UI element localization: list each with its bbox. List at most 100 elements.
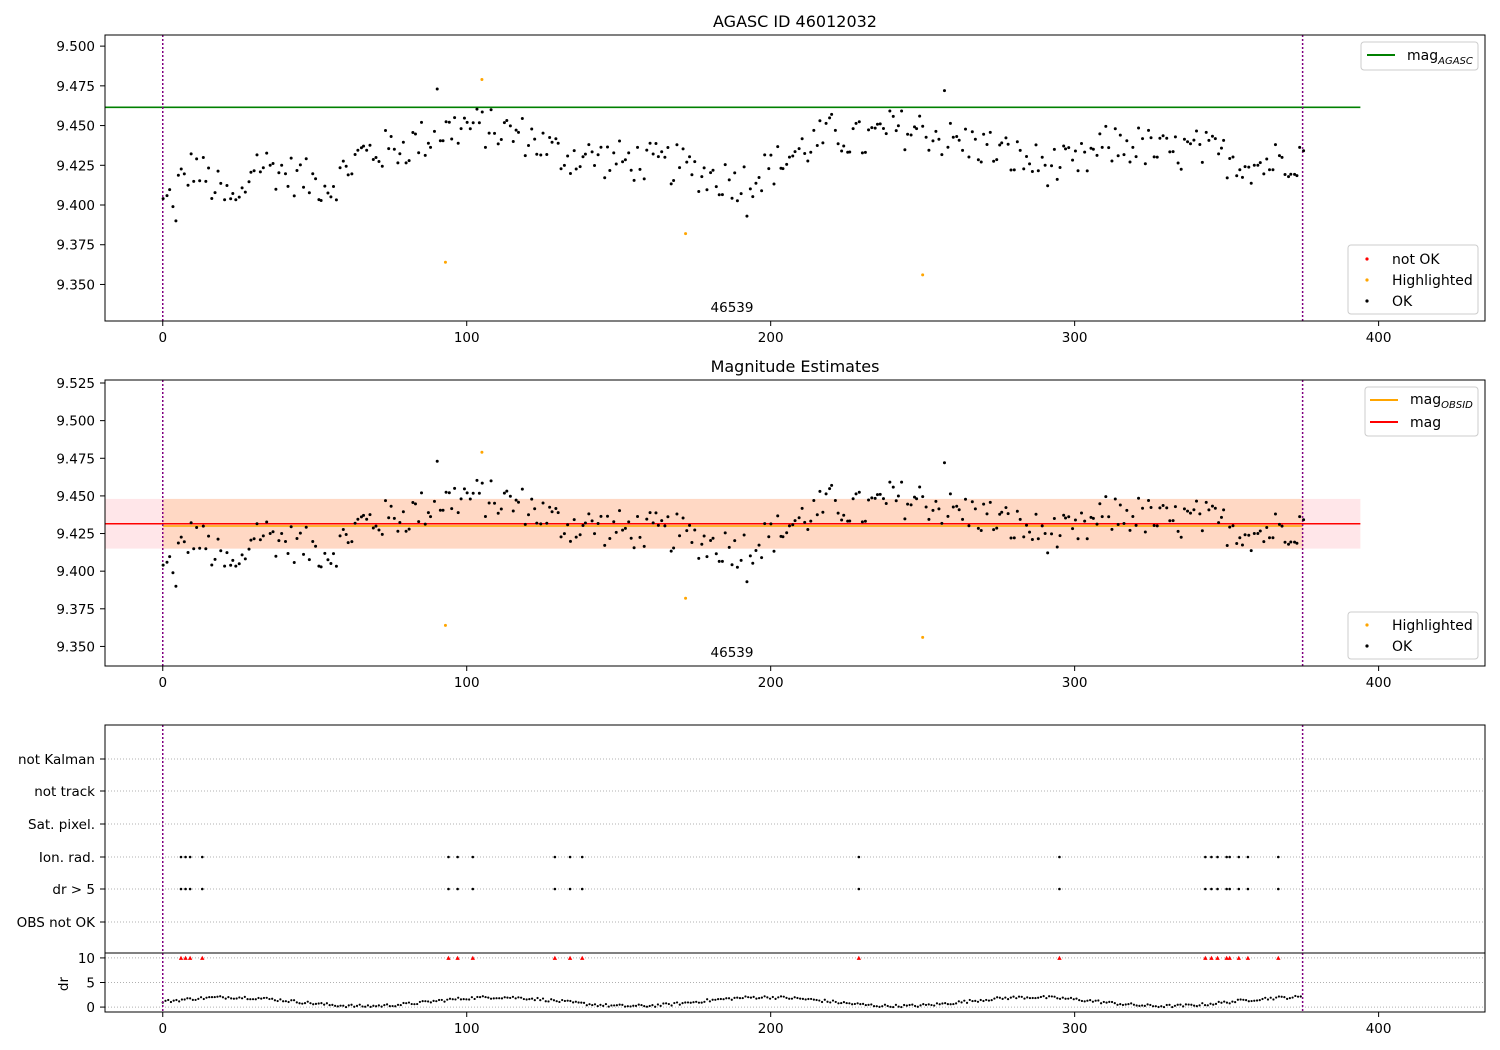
ok-point [717, 559, 721, 563]
flag-point [1277, 887, 1280, 891]
ok-point [809, 150, 813, 154]
ok-point [1085, 537, 1089, 541]
flag-point [184, 855, 187, 859]
dr-point [172, 999, 175, 1002]
dr-point [1179, 1003, 1182, 1006]
dr-point [235, 997, 238, 1000]
ok-point [992, 159, 996, 163]
ok-point [1100, 515, 1104, 519]
dr-point [725, 997, 728, 1000]
ok-point [693, 160, 697, 164]
ok-point [1289, 540, 1293, 544]
flag-point [1246, 855, 1250, 859]
dr-point [563, 999, 566, 1003]
ok-point [548, 136, 552, 140]
ok-point [1079, 511, 1083, 515]
ok-point [1116, 522, 1120, 526]
ok-point [471, 491, 475, 495]
ok-point [475, 478, 479, 482]
dr-point [492, 997, 495, 1000]
ok-point [295, 168, 299, 172]
ok-point [346, 541, 350, 545]
dr-point [1099, 1002, 1103, 1005]
ok-point [350, 172, 354, 176]
ok-point [818, 489, 822, 493]
ok-point [468, 497, 472, 501]
ok-point [1098, 502, 1102, 506]
ok-point [359, 515, 363, 519]
ok-point [654, 141, 658, 145]
ok-point [186, 550, 190, 554]
dr-point [254, 998, 257, 1001]
ok-point [800, 137, 804, 141]
x-tick-label: 300 [1062, 330, 1088, 346]
dr-point [648, 1004, 651, 1008]
dr-point [793, 996, 796, 999]
ok-point [520, 116, 524, 120]
dr-point [875, 1005, 878, 1008]
flag-point [188, 855, 192, 859]
ok-point [985, 512, 989, 516]
ok-point [192, 179, 196, 183]
ok-point [338, 534, 342, 538]
ok-point [1173, 135, 1177, 139]
y-tick-label: 9.450 [56, 119, 95, 135]
ok-point [311, 540, 315, 544]
ok-point [444, 490, 448, 494]
ok-point [608, 169, 612, 173]
ok-point [748, 554, 752, 558]
dr-point [615, 1004, 618, 1007]
ok-point [973, 137, 977, 141]
dr-point [1050, 995, 1053, 998]
dr-point [837, 1002, 840, 1005]
dr-point [1034, 996, 1037, 1000]
dr-point [189, 997, 192, 1000]
dr-point [883, 1003, 887, 1006]
ok-point [514, 128, 518, 132]
ok-point [554, 506, 558, 510]
dr-point [831, 999, 835, 1002]
ok-point [951, 135, 955, 139]
ok-point [223, 198, 227, 202]
dr-exceed-marker [1224, 955, 1229, 960]
ok-point [894, 129, 898, 133]
ok-point [334, 198, 338, 202]
ok-point [240, 186, 244, 190]
ok-point [884, 502, 888, 506]
dr-point [933, 1004, 936, 1007]
ok-point [924, 135, 928, 139]
ok-point [793, 150, 797, 154]
dr-point [561, 998, 564, 1002]
flag-row-label: not Kalman [18, 752, 95, 768]
dr-point [1149, 1003, 1152, 1007]
ok-point [1085, 169, 1089, 173]
ok-point [1198, 143, 1202, 147]
ok-point [302, 185, 306, 189]
ok-point [1194, 129, 1198, 133]
dr-point [591, 1003, 594, 1007]
ok-point [757, 176, 761, 180]
dr-point [878, 1005, 881, 1008]
dr-point [298, 1002, 301, 1005]
flag-point [184, 887, 187, 891]
ok-point [1204, 130, 1208, 134]
dr-point [651, 1004, 654, 1007]
ok-point [389, 504, 393, 508]
ok-point [496, 142, 500, 146]
ok-point [1000, 510, 1004, 514]
ok-point [1095, 522, 1099, 526]
ok-point [1052, 517, 1056, 521]
ok-point [1217, 521, 1221, 525]
ok-point [681, 516, 685, 520]
ok-point [621, 528, 625, 532]
ok-point [1131, 145, 1135, 149]
x-tick-label: 0 [158, 1021, 167, 1037]
ok-point [1256, 163, 1260, 167]
ok-point [918, 114, 922, 118]
dr-point [1168, 1003, 1171, 1006]
dr-exceed-marker [1227, 955, 1232, 960]
ok-point [934, 499, 938, 503]
dr-point [216, 995, 219, 998]
ok-point [1141, 137, 1145, 141]
ok-point [1207, 508, 1211, 512]
